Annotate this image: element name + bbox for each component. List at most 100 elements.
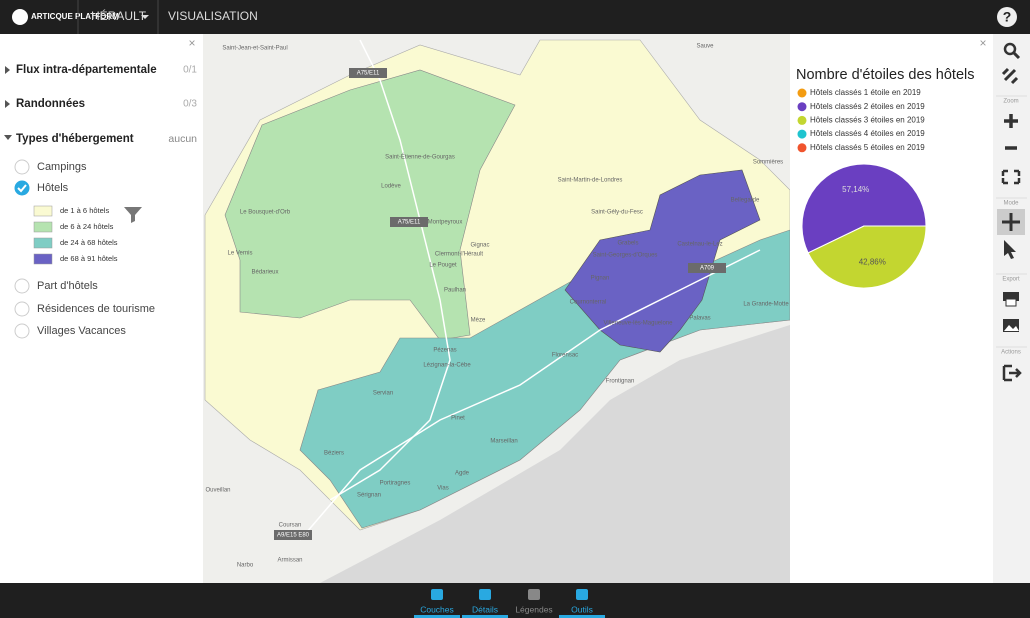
legend-label: Hôtels classés 4 étoiles en 2019: [810, 129, 925, 138]
checkbox-checked[interactable]: [14, 180, 30, 196]
help-button[interactable]: [997, 7, 1017, 27]
checkbox[interactable]: [14, 278, 30, 294]
tab-label[interactable]: Détails: [472, 604, 498, 614]
place-label: Agde: [455, 471, 470, 477]
print-icon[interactable]: [1005, 298, 1017, 307]
help-label[interactable]: ?: [1003, 9, 1012, 25]
tab-icon[interactable]: [479, 589, 491, 600]
sea: [320, 325, 790, 583]
pie-slice[interactable]: [807, 225, 927, 289]
legend-label: de 68 à 91 hôtels: [60, 254, 118, 263]
tab-underline: [559, 615, 605, 618]
fullscreen[interactable]: [1001, 169, 1021, 185]
tab-icon[interactable]: [576, 589, 588, 600]
road-shield: [349, 68, 387, 78]
search-icon[interactable]: [1012, 51, 1021, 60]
option-label[interactable]: Hôtels: [37, 182, 69, 194]
group-status: aucun: [168, 133, 197, 145]
place-label: Saint-Martin-de-Londres: [558, 178, 623, 184]
expand-arrow[interactable]: [5, 66, 10, 74]
dropdown-caret[interactable]: [141, 15, 149, 19]
checkbox[interactable]: [14, 159, 30, 175]
legend-swatch: [33, 253, 53, 265]
place-label: Bellegarde: [731, 198, 760, 204]
pan-icon[interactable]: [1002, 213, 1020, 231]
place-label: Saint-Étienne-de-Gourgas: [385, 154, 455, 161]
section-label: Zoom: [1003, 99, 1018, 105]
tab-label[interactable]: Outils: [571, 604, 593, 614]
section-label: Export: [1002, 277, 1020, 283]
tab-underline: [414, 615, 460, 618]
checkbox[interactable]: [14, 301, 30, 317]
tab[interactable]: VISUALISATION: [168, 9, 258, 23]
tab-label[interactable]: Légendes: [515, 604, 552, 614]
tab-label[interactable]: Couches: [420, 604, 454, 614]
tab-icon[interactable]: [431, 589, 443, 600]
place-label: Béziers: [324, 451, 344, 457]
place-label: Pignan: [591, 276, 610, 282]
zoom-in[interactable]: [1004, 114, 1018, 128]
place-label: Lézignan-la-Cèbe: [423, 363, 471, 369]
map-labels: Saint-Jean-et-Saint-Paul A75/E11 Lodève Le …: [205, 44, 789, 569]
pie-slice[interactable]: [801, 163, 927, 254]
search-icon[interactable]: [1003, 42, 1017, 56]
road-label: A75/E11: [398, 220, 421, 226]
legend-label: Hôtels classés 1 étoile en 2019: [810, 88, 921, 97]
slice-label: 42,86%: [859, 257, 886, 266]
place-label: Paulhan: [444, 288, 466, 294]
place-label: Palavas: [689, 316, 710, 322]
road-shield: [390, 217, 428, 227]
collapse-arrow[interactable]: [4, 135, 12, 140]
place-label: Cournonterral: [570, 300, 607, 306]
section-label: Actions: [1001, 350, 1021, 356]
option-label[interactable]: Part d'hôtels: [37, 280, 98, 292]
legend-marker: [797, 88, 807, 98]
place-label: Montpeyroux: [428, 220, 463, 226]
exit-icon[interactable]: [1002, 364, 1022, 382]
group-name[interactable]: Types d'hébergement: [16, 133, 134, 145]
region-selector[interactable]: HÉRAULT: [91, 8, 147, 23]
option-label[interactable]: Résidences de tourisme: [37, 303, 155, 315]
filter-icon[interactable]: [124, 207, 142, 223]
place-label: Frontignan: [606, 379, 635, 385]
option-label[interactable]: Villages Vacances: [37, 325, 126, 337]
checkbox[interactable]: [14, 323, 30, 339]
legend-label: de 6 à 24 hôtels: [60, 222, 114, 231]
select-icon[interactable]: [1004, 240, 1016, 259]
place-label: La Grande-Motte: [743, 302, 789, 308]
image-icon[interactable]: [1004, 325, 1019, 331]
expand-arrow[interactable]: [5, 100, 10, 108]
legend-label: Hôtels classés 3 étoiles en 2019: [810, 116, 925, 125]
layers-list: Flux intra-départementale 0/1 Randonnées 0/…: [4, 64, 197, 339]
place-label: Lodève: [381, 184, 401, 190]
place-label: Florensac: [552, 353, 578, 359]
legend-marker: [797, 129, 807, 139]
place-label: Pinet: [451, 416, 465, 422]
place-label: Gignac: [470, 243, 489, 249]
print-icon[interactable]: [1003, 292, 1019, 301]
place-label: Vias: [437, 486, 449, 492]
place-label: Clermont-l'Hérault: [435, 252, 483, 258]
road-shield: [688, 263, 726, 273]
road-label: A75/E11: [357, 71, 380, 77]
chart-panel: [790, 34, 993, 583]
place-label: Sauve: [696, 44, 714, 50]
option-label[interactable]: Campings: [37, 161, 87, 173]
close-button[interactable]: ×: [979, 36, 986, 50]
region-class-4: [564, 169, 761, 353]
map: Saint-Jean-et-Saint-Paul A75/E11 Lodève Le …: [203, 34, 791, 583]
place-label: Pézenas: [433, 348, 456, 354]
tab-icon[interactable]: [528, 589, 540, 600]
chart-title: Nombre d'étoiles des hôtels: [796, 67, 974, 83]
layer-name[interactable]: Randonnées: [16, 98, 85, 110]
layer-name[interactable]: Flux intra-départementale: [16, 64, 157, 76]
close-button[interactable]: ×: [188, 36, 195, 50]
logo-icon[interactable]: [12, 9, 28, 25]
place-label: Grabels: [617, 241, 638, 247]
link-icon[interactable]: [1001, 67, 1019, 85]
logo[interactable]: ARTICQUE PLATFORM: [31, 12, 119, 21]
legend-swatch: [33, 205, 53, 217]
place-label: Mèze: [471, 318, 486, 324]
check-mark[interactable]: [17, 184, 27, 193]
